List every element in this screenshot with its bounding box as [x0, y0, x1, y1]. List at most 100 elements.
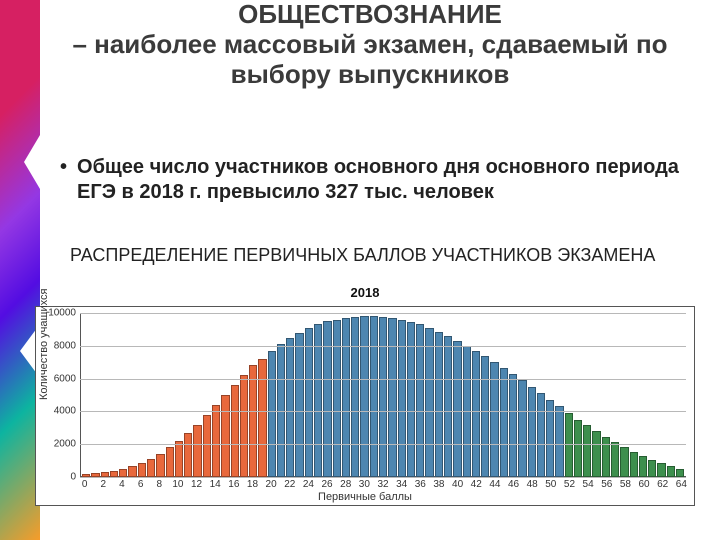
bar: [295, 333, 303, 477]
bar: [323, 321, 331, 477]
x-tick-label: 26: [321, 479, 332, 490]
bar: [676, 469, 684, 477]
bar: [611, 442, 619, 477]
y-tick-label: 4000: [40, 406, 76, 417]
x-tick-label: 54: [583, 479, 594, 490]
x-tick-label: 46: [508, 479, 519, 490]
bar: [425, 328, 433, 477]
x-tick-label: 14: [210, 479, 221, 490]
x-tick-label: 2: [101, 479, 107, 490]
x-tick-label: 22: [284, 479, 295, 490]
bar: [648, 460, 656, 477]
x-tick-label: 10: [172, 479, 183, 490]
grid-line: [80, 477, 686, 478]
bar: [574, 420, 582, 477]
bar: [620, 447, 628, 477]
x-tick-label: 64: [676, 479, 687, 490]
x-axis-label: Первичные баллы: [36, 491, 694, 503]
bar: [119, 469, 127, 477]
x-tick-label: 20: [266, 479, 277, 490]
bar: [667, 466, 675, 477]
title-rest: – наиболее массовый экзамен, сдаваемый п…: [72, 29, 667, 89]
bar: [416, 324, 424, 477]
grid-line: [80, 346, 686, 347]
bar: [221, 395, 229, 477]
chart-caption: РАСПРЕДЕЛЕНИЕ ПЕРВИЧНЫХ БАЛЛОВ УЧАСТНИКО…: [70, 245, 690, 266]
x-tick-label: 28: [340, 479, 351, 490]
bar: [630, 452, 638, 477]
bar: [128, 466, 136, 477]
bar: [472, 351, 480, 477]
x-tick-label: 34: [396, 479, 407, 490]
bar: [398, 320, 406, 477]
bar: [509, 374, 517, 477]
grid-line: [80, 379, 686, 380]
x-tick-label: 4: [119, 479, 125, 490]
bar: [249, 365, 257, 477]
bar: [379, 317, 387, 477]
x-tick-label: 6: [138, 479, 144, 490]
bar: [602, 437, 610, 477]
x-tick-label: 60: [638, 479, 649, 490]
x-tick-label: 8: [156, 479, 162, 490]
x-tick-label: 48: [527, 479, 538, 490]
x-tick-label: 24: [303, 479, 314, 490]
bar: [203, 415, 211, 477]
x-tick-label: 18: [247, 479, 258, 490]
x-tick-label: 50: [545, 479, 556, 490]
bar: [231, 385, 239, 477]
bar: [286, 338, 294, 477]
bar: [351, 317, 359, 477]
bar: [258, 359, 266, 477]
y-tick-label: 10000: [40, 308, 76, 319]
bar: [435, 332, 443, 477]
grid-line: [80, 411, 686, 412]
bar: [481, 356, 489, 477]
x-tick-label: 58: [620, 479, 631, 490]
bar: [268, 351, 276, 477]
bar-chart: Количество учащихся 02468101214161820222…: [35, 306, 695, 506]
slide-title: ОБЩЕСТВОЗНАНИЕ – наиболее массовый экзам…: [40, 0, 700, 90]
grid-line: [80, 313, 686, 314]
accent-stripe: [0, 0, 40, 540]
bars-container: [80, 313, 686, 477]
bar: [537, 393, 545, 477]
bar: [444, 336, 452, 477]
slide: ОБЩЕСТВОЗНАНИЕ – наиболее массовый экзам…: [0, 0, 720, 540]
bar: [500, 368, 508, 477]
x-tick-label: 52: [564, 479, 575, 490]
bar: [583, 425, 591, 477]
bar: [184, 433, 192, 477]
grid-line: [80, 444, 686, 445]
bar: [518, 380, 526, 477]
x-tick-label: 42: [471, 479, 482, 490]
title-line1: ОБЩЕСТВОЗНАНИЕ: [238, 0, 502, 29]
y-tick-label: 0: [40, 472, 76, 483]
x-tick-label: 38: [433, 479, 444, 490]
x-tick-label: 32: [377, 479, 388, 490]
bar: [360, 316, 368, 477]
bar: [212, 405, 220, 477]
bar: [342, 318, 350, 477]
x-tick-label: 44: [489, 479, 500, 490]
x-tick-label: 0: [82, 479, 88, 490]
bar: [453, 341, 461, 477]
bullet-item: • Общее число участников основного дня о…: [60, 155, 690, 205]
bar: [240, 375, 248, 477]
bar: [370, 316, 378, 477]
x-tick-label: 12: [191, 479, 202, 490]
y-tick-label: 6000: [40, 373, 76, 384]
x-tick-label: 30: [359, 479, 370, 490]
x-tick-label: 56: [601, 479, 612, 490]
bar: [156, 454, 164, 477]
bar: [147, 459, 155, 477]
bar: [138, 463, 146, 477]
x-tick-label: 40: [452, 479, 463, 490]
bar: [528, 387, 536, 477]
bar: [175, 441, 183, 477]
x-tick-label: 62: [657, 479, 668, 490]
bar: [592, 431, 600, 477]
x-tick-label: 36: [415, 479, 426, 490]
y-tick-label: 2000: [40, 439, 76, 450]
plot-area: 0246810121416182022242628303234363840424…: [80, 313, 686, 477]
